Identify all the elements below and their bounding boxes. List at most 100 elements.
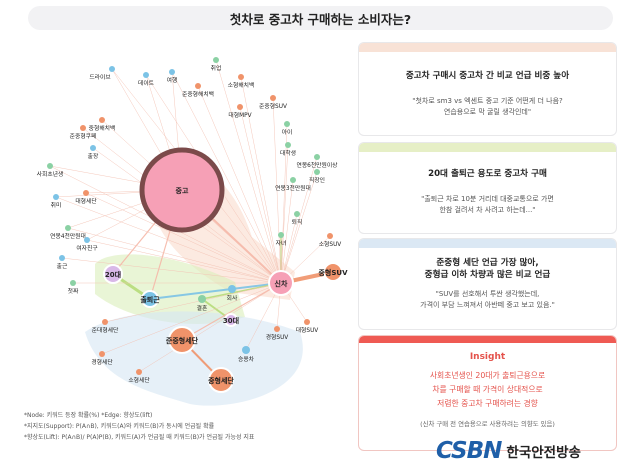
node-circle <box>53 194 59 200</box>
node-circle <box>83 190 89 196</box>
node-label: 중형해치백 <box>89 124 116 132</box>
node-girlfriend: 여자친구 <box>76 237 98 252</box>
node-circle <box>59 255 65 261</box>
footnote-support: *지지도(Support): P(A∩B), 키워드(A)와 키워드(B)가 동… <box>24 423 215 430</box>
edge-lease-new <box>67 227 282 284</box>
node-label: 소형SUV <box>319 241 342 248</box>
edge-salary6-new <box>280 156 318 284</box>
node-label: 연봉3천만원대 <box>275 184 311 192</box>
edge-commute-new <box>149 282 282 300</box>
node-used: 중고 <box>139 147 225 233</box>
panel-header-bar <box>359 143 616 152</box>
node-circle <box>99 117 105 123</box>
node-sedan: 자녀 <box>276 232 286 247</box>
node-label: 준중형쿠페 <box>70 132 97 140</box>
edge-trip-new <box>171 71 282 284</box>
node-largesedan: 대형세단 <box>75 190 97 205</box>
node-label: 연봉4천만원대 <box>50 232 86 240</box>
node-label: 사회초년생 <box>37 170 64 178</box>
node-circle <box>84 237 90 243</box>
insight-line: 저렴한 중고차 구매하려는 경향 <box>437 399 538 408</box>
node-circle <box>208 367 234 393</box>
node-student: 대학생 <box>280 142 296 157</box>
node-circle <box>285 142 291 148</box>
node-compact: 준중형세단 <box>166 326 199 354</box>
node-salary3: 연봉3천만원대 <box>275 177 311 192</box>
node-light: 승용차 <box>238 346 255 363</box>
node-circle <box>290 177 296 183</box>
edge-smallsuv-new <box>240 76 282 284</box>
node-label: 중형SUV <box>318 268 348 277</box>
node-circle <box>224 313 238 327</box>
node-largesuv: 대형SUV <box>296 319 318 334</box>
node-label: 승용차 <box>238 355 255 363</box>
node-label: 소형해치백 <box>228 81 255 89</box>
node-kids: 아이 <box>282 121 293 136</box>
node-label: 20대 <box>105 270 121 279</box>
heading-line: 중형급 이하 차량과 많은 비교 언급 <box>424 270 551 280</box>
node-job: 취업 <box>211 57 222 72</box>
node-circle <box>237 104 243 110</box>
node-compacthb: 준중형해치백 <box>182 83 214 98</box>
edge-expert-new <box>280 171 318 284</box>
node-commute: 출퇴근 <box>140 290 160 308</box>
edge-compactsuv-new <box>272 97 282 284</box>
node-new: 신차 <box>268 270 294 296</box>
node-circle <box>213 57 219 63</box>
edge-largempv-new <box>239 106 282 284</box>
node-circle <box>143 72 149 78</box>
node-circle <box>323 262 343 282</box>
node-label: 출근 <box>57 262 68 270</box>
node-circle <box>195 83 201 89</box>
node-label: 대학생 <box>280 149 296 157</box>
panel-heading: 중고차 구매시 중고차 간 비교 언급 비중 높아 <box>405 71 570 81</box>
node-label: 드라이브 <box>89 73 111 81</box>
page-title: 첫차로 중고차 구매하는 소비자는? <box>28 6 613 30</box>
node-circle <box>314 169 320 175</box>
node-label: 준중형SUV <box>259 103 287 110</box>
node-baby: 첫짜 <box>68 280 79 295</box>
quote-line: "첫차로 sm3 vs 엑센트 중고 기준 어떤게 더 나음? <box>412 97 563 105</box>
edge-compact-new <box>181 282 282 341</box>
node-circle <box>278 232 284 238</box>
node-lightsuv: 경형SUV <box>266 326 288 341</box>
panel-header-bar <box>359 43 616 52</box>
node-label: 취업 <box>211 64 222 72</box>
node-largempv: 대형MPV <box>228 104 252 119</box>
node-circle <box>168 326 196 354</box>
node-20s: 20대 <box>103 264 123 284</box>
insight-line: 사회초년생인 20대가 출퇴근용으로 <box>429 371 546 380</box>
footnote-lift: *향상도(Lift): P(A∩B)/ P(A)P(B), 키워드(A)가 언급… <box>24 434 255 441</box>
node-trip: 여행 <box>167 69 177 84</box>
node-circle <box>169 69 175 75</box>
node-circle <box>304 319 310 325</box>
node-circle <box>70 280 76 286</box>
node-label: 대형MPV <box>228 111 251 119</box>
node-commute2: 출근 <box>57 255 68 270</box>
node-label: 출장 <box>88 152 99 160</box>
node-label: 데이트 <box>138 79 155 87</box>
edge-student-new <box>280 144 289 284</box>
footnote-node-edge: *Node: 키워드 등장 확률(%) *Edge: 향상도(lift) <box>24 412 153 419</box>
panel-header-bar <box>359 336 616 343</box>
node-tour: 출장 <box>88 145 99 160</box>
node-label: 아이 <box>282 128 293 136</box>
node-label: 준대형세단 <box>92 326 119 334</box>
quote-line: "출퇴근 차로 10분 거리데 대중교통으로 가면 <box>421 195 554 203</box>
insight-panel: Insight 사회초년생인 20대가 출퇴근용으로 차를 구매할 때 가격이 … <box>358 335 617 451</box>
node-circle <box>65 225 71 231</box>
edge-lightcar-new <box>101 282 282 355</box>
node-midcoupe: 준중형쿠페 <box>70 125 97 140</box>
node-label: 30대 <box>223 316 239 325</box>
edge-compactsedan2-new <box>104 282 282 323</box>
node-compactsedan2: 준대형세단 <box>92 319 119 334</box>
quote-line: 가격이 부담 느껴져서 아반떼 중고 보고 있음." <box>420 301 555 309</box>
panel-header-bar <box>359 239 616 248</box>
node-smallsuv: 소형해치백 <box>228 74 255 89</box>
node-label: 출퇴근 <box>140 295 160 304</box>
node-drive: 드라이브 <box>89 66 115 81</box>
node-circle <box>102 319 108 325</box>
edge-commute2-new <box>61 257 282 284</box>
node-label: 소형세단 <box>128 376 150 384</box>
